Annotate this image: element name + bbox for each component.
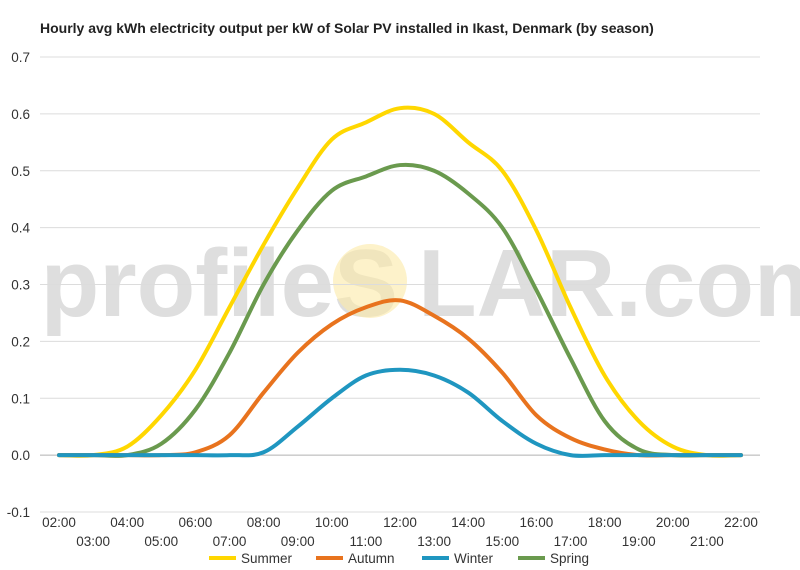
x-tick-label: 05:00 xyxy=(144,534,178,549)
legend: Summer Autumn Winter Spring xyxy=(209,551,589,566)
series-line-spring xyxy=(57,162,743,458)
y-tick-label: 0.5 xyxy=(11,164,30,179)
legend-label-summer: Summer xyxy=(241,551,293,566)
series-line-summer xyxy=(57,105,743,458)
y-tick-label: 0.6 xyxy=(11,107,30,122)
x-tick-label: 14:00 xyxy=(451,515,485,530)
y-tick-label: 0.2 xyxy=(11,334,30,349)
x-tick-label: 19:00 xyxy=(622,534,656,549)
y-tick-label: 0.3 xyxy=(11,278,30,293)
x-tick-label: 04:00 xyxy=(110,515,144,530)
chart-title: Hourly avg kWh electricity output per kW… xyxy=(40,20,654,36)
x-tick-label: 03:00 xyxy=(76,534,110,549)
y-tick-label: 0.0 xyxy=(11,448,30,463)
y-axis-ticks: -0.1 0.0 0.1 0.2 0.3 0.4 0.5 0.6 0.7 xyxy=(7,50,31,520)
watermark-text-right: LAR.com xyxy=(418,230,800,337)
y-tick-label: 0.1 xyxy=(11,391,30,406)
gridlines xyxy=(40,56,760,513)
x-tick-label: 16:00 xyxy=(520,515,554,530)
x-tick-label: 13:00 xyxy=(417,534,451,549)
x-tick-label: 22:00 xyxy=(724,515,758,530)
x-tick-label: 17:00 xyxy=(554,534,588,549)
x-tick-label: 12:00 xyxy=(383,515,417,530)
y-tick-label: -0.1 xyxy=(7,505,30,520)
x-axis-ticks: 02:0003:0004:0005:0006:0007:0008:0009:00… xyxy=(42,515,758,549)
x-tick-label: 21:00 xyxy=(690,534,724,549)
x-tick-label: 10:00 xyxy=(315,515,349,530)
x-tick-label: 08:00 xyxy=(247,515,281,530)
y-tick-label: 0.7 xyxy=(11,50,30,65)
profilesolar-watermark: profileS LAR.com xyxy=(41,230,800,337)
legend-label-spring: Spring xyxy=(550,551,589,566)
series-line-winter xyxy=(57,367,743,458)
x-tick-label: 11:00 xyxy=(350,534,383,549)
series-lines xyxy=(57,105,743,458)
x-tick-label: 06:00 xyxy=(179,515,213,530)
x-tick-label: 09:00 xyxy=(281,534,315,549)
x-tick-label: 15:00 xyxy=(485,534,519,549)
x-tick-label: 07:00 xyxy=(213,534,247,549)
x-tick-label: 02:00 xyxy=(42,515,76,530)
x-tick-label: 20:00 xyxy=(656,515,690,530)
legend-label-winter: Winter xyxy=(454,551,494,566)
x-tick-label: 18:00 xyxy=(588,515,622,530)
y-tick-label: 0.4 xyxy=(11,221,30,236)
legend-label-autumn: Autumn xyxy=(348,551,395,566)
